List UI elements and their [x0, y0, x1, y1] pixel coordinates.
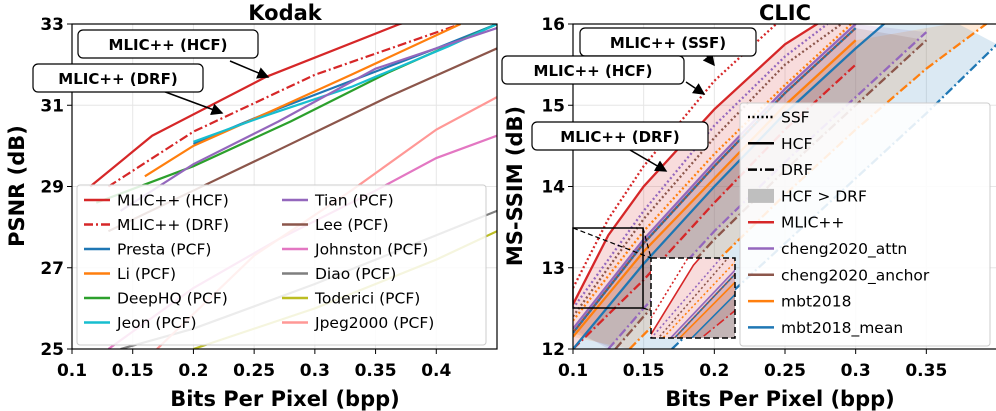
kodak-annotation-hcf-box	[77, 29, 259, 59]
clic-xtick-label: 0.15	[623, 361, 665, 381]
clic-legend-label: HCF	[781, 135, 812, 153]
clic-zoom-source-box	[572, 227, 644, 309]
clic-xtick-label: 0.2	[699, 361, 729, 381]
clic-series-drf-line	[671, 43, 996, 349]
clic-series-ssf-line	[673, 273, 735, 338]
kodak-xtick-label: 0.2	[178, 361, 208, 381]
clic-series-ssf-line	[651, 258, 689, 319]
clic-legend-label: HCF > DRF	[781, 187, 867, 205]
kodak-title: Kodak	[248, 1, 323, 25]
kodak-legend-label: Tian (PCF)	[314, 192, 394, 210]
clic-series-ssf-line	[573, 24, 778, 289]
clic-ytick-label: 15	[541, 96, 565, 116]
clic-legend-label: DRF	[781, 161, 813, 179]
clic-legend: SSF HCF DRF HCF > DRF MLIC++ cheng2020_attnch…	[739, 102, 991, 347]
kodak-legend-label: MLIC++ (HCF)	[117, 192, 229, 210]
kodak-legend-label: Diao (PCF)	[315, 265, 396, 283]
kodak-xtick-label: 0.15	[112, 361, 154, 381]
clic-series-ssf-line	[573, 24, 843, 318]
clic-ytick-label: 12	[541, 340, 565, 360]
clic-zoom-inset	[572, 227, 736, 339]
clic-series-drf-line	[700, 309, 735, 338]
kodak-ytick-label: 27	[40, 259, 64, 279]
kodak-legend-label: Presta (PCF)	[117, 241, 211, 259]
kodak-legend-box	[76, 184, 487, 346]
clic-panel: CLIC 0.1 0.15 0.2 0.25 0.3 0.35 12 13 14 15 16 Bit…	[501, 1, 996, 411]
kodak-legend: MLIC++ (HCF) MLIC++ (DRF) Presta (PCF) Li (…	[76, 184, 487, 346]
clic-series-ssf-line	[573, 24, 829, 310]
clic-annotation-hcf: MLIC++ (HCF)	[534, 62, 653, 80]
kodak-legend-label: Lee (PCF)	[315, 216, 389, 234]
kodak-series-line	[107, 24, 461, 188]
kodak-ytick-label: 33	[40, 15, 64, 35]
kodak-series-line	[119, 27, 497, 212]
clic-series-ssf-line	[651, 258, 722, 338]
kodak-xtick-label: 0.4	[421, 361, 451, 381]
clic-legend-label: cheng2020_anchor	[781, 266, 930, 285]
clic-legend-label: MLIC++	[781, 214, 844, 232]
kodak-xtick-label: 0.25	[233, 361, 275, 381]
clic-annotation-drf: MLIC++ (DRF)	[560, 128, 679, 146]
clic-series-ssf-line	[661, 260, 735, 338]
kodak-legend-label: DeepHQ (PCF)	[117, 290, 228, 308]
kodak-ytick-label: 29	[40, 178, 64, 198]
clic-ticks: 0.1 0.15 0.2 0.25 0.3 0.35 12 13 14 15 16	[541, 15, 947, 381]
clic-title: CLIC	[759, 1, 811, 25]
kodak-series-line	[144, 24, 462, 178]
kodak-ytick-label: 25	[40, 340, 64, 360]
kodak-legend-label: Li (PCF)	[117, 265, 176, 283]
clic-xtick-label: 0.3	[841, 361, 871, 381]
kodak-ticks: 0.1 0.15 0.2 0.25 0.3 0.35 0.4 25 27 29 31 33	[40, 15, 451, 381]
clic-legend-label: mbt2018_mean	[781, 319, 903, 338]
clic-series-ssf-line	[657, 258, 730, 338]
clic-annotation-drf-box	[531, 121, 709, 151]
kodak-xtick-label: 0.1	[57, 361, 87, 381]
clic-series-drf-line	[614, 39, 928, 349]
clic-annotation-hcf-box	[501, 55, 685, 85]
clic-legend-label: mbt2018	[781, 293, 851, 311]
clic-ytick-label: 13	[541, 259, 565, 279]
clic-annotation-ssf: MLIC++ (SSF)	[610, 34, 726, 52]
clic-series-ssf-line	[573, 27, 857, 334]
kodak-legend-label: Jpeg2000 (PCF)	[314, 314, 434, 332]
clic-ytick-label: 14	[541, 178, 565, 198]
clic-xlabel: Bits Per Pixel (bpp)	[665, 387, 895, 411]
kodak-legend-label: Johnston (PCF)	[314, 241, 428, 259]
clic-inset-frame	[650, 257, 736, 339]
clic-series-hcf-line	[573, 39, 857, 338]
clic-inset-content	[651, 258, 735, 338]
clic-xtick-label: 0.1	[558, 361, 588, 381]
clic-xtick-label: 0.35	[905, 361, 947, 381]
clic-series-hcf-line	[678, 281, 735, 338]
kodak-annotations: MLIC++ (HCF) MLIC++ (DRF)	[32, 29, 270, 115]
kodak-ytick-label: 31	[40, 96, 64, 116]
kodak-legend-label: Jeon (PCF)	[116, 314, 197, 332]
clic-fill-band	[691, 294, 735, 338]
clic-series-hcf-line	[690, 293, 735, 338]
clic-ylabel: MS-SSIM (dB)	[503, 106, 527, 266]
kodak-annotation-drf-box	[32, 63, 204, 93]
kodak-legend-label: Toderici (PCF)	[314, 290, 420, 308]
clic-legend-swatch	[748, 188, 774, 203]
clic-legend-box	[739, 102, 991, 347]
kodak-xtick-label: 0.35	[355, 361, 397, 381]
kodak-panel: Kodak 0.1 0.15 0.2 0.25 0.3 0.35 0.4 25 27 29 31 33…	[5, 1, 498, 411]
clic-xtick-label: 0.25	[764, 361, 806, 381]
kodak-annotation-drf: MLIC++ (DRF)	[58, 70, 177, 88]
clic-legend-label: cheng2020_attn	[781, 240, 907, 259]
kodak-annotation-hcf: MLIC++ (HCF)	[109, 36, 228, 54]
clic-series-hcf-line	[573, 24, 857, 330]
kodak-ylabel: PSNR (dB)	[5, 125, 29, 247]
kodak-legend-label: MLIC++ (DRF)	[117, 216, 229, 234]
kodak-xlabel: Bits Per Pixel (bpp)	[170, 387, 400, 411]
clic-series-hcf-line	[669, 268, 735, 338]
clic-legend-label: SSF	[781, 109, 810, 127]
clic-series-hcf-line	[651, 258, 701, 335]
clic-fill-band	[679, 282, 735, 338]
clic-ytick-label: 16	[541, 15, 565, 35]
clic-annotations: MLIC++ (SSF) MLIC++ (HCF) MLIC++ (DRF)	[501, 27, 757, 172]
kodak-xtick-label: 0.3	[300, 361, 330, 381]
